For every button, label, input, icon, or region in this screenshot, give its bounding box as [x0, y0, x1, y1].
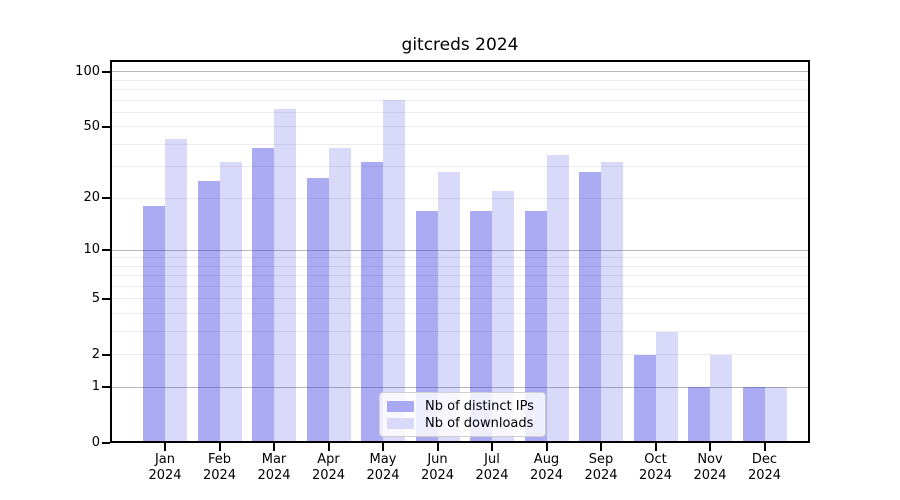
bar-downloads-may: [383, 100, 405, 443]
y-tick-label: 0: [91, 435, 100, 450]
y-tick: [102, 386, 110, 389]
gridline-major: [110, 386, 810, 388]
y-tick-label: 2: [91, 346, 100, 362]
gridline-minor: [110, 111, 810, 113]
gridline-minor: [110, 166, 810, 168]
x-tick: [327, 443, 330, 451]
gridline-minor: [110, 331, 810, 332]
x-tick: [709, 443, 711, 451]
x-tick: [654, 443, 657, 451]
gridline-minor: [110, 298, 810, 300]
x-tick-label: Apr 2024: [311, 452, 346, 483]
y-tick: [102, 249, 110, 252]
bar-downloads-jul: [492, 190, 514, 443]
gridline-major: [110, 249, 810, 251]
chart-title: gitcreds 2024: [401, 35, 519, 55]
bar-downloads-mar: [274, 108, 296, 443]
bar-downloads-jan: [165, 138, 187, 443]
bar-downloads-nov: [710, 354, 732, 443]
x-tick-label: Mar 2024: [257, 452, 291, 483]
y-tick-label: 100: [75, 63, 100, 79]
gridline-minor: [110, 285, 810, 287]
bar-distinct-ips-nov: [688, 387, 710, 443]
x-tick-label: May 2024: [366, 452, 400, 483]
bar-distinct-ips-apr: [306, 177, 329, 443]
x-tick-label: Oct 2024: [638, 452, 673, 483]
gridline-minor: [110, 354, 810, 356]
bar-downloads-jun: [437, 172, 460, 443]
legend-label-downloads: Nb of downloads: [425, 416, 534, 431]
y-tick: [102, 297, 110, 300]
bar-distinct-ips-jan: [143, 206, 165, 443]
bar-distinct-ips-oct: [633, 354, 656, 443]
y-tick: [102, 353, 110, 356]
x-tick: [545, 443, 548, 451]
gridline-minor: [110, 99, 810, 101]
x-tick-label: Feb 2024: [202, 452, 237, 483]
y-tick-label: 10: [83, 242, 100, 258]
x-tick: [273, 443, 275, 451]
x-tick: [491, 443, 493, 451]
legend-label-distinct-ips: Nb of distinct IPs: [425, 399, 534, 414]
gridline-major: [110, 71, 810, 73]
y-tick: [102, 197, 110, 200]
bar-distinct-ips-sep: [579, 172, 601, 443]
gridline-minor: [110, 313, 810, 315]
x-tick: [600, 443, 602, 451]
y-tick: [102, 70, 110, 73]
x-tick-label: Jan 2024: [148, 452, 182, 483]
bar-distinct-ips-may: [361, 161, 383, 443]
bar-downloads-apr: [328, 148, 351, 443]
x-tick: [436, 443, 439, 451]
bar-distinct-ips-aug: [524, 210, 547, 443]
gridline-minor: [110, 143, 810, 145]
bar-distinct-ips-jun: [415, 210, 438, 443]
x-tick: [218, 443, 221, 451]
gridline-minor: [110, 79, 810, 81]
legend-swatch-distinct-ips: [387, 401, 414, 412]
y-tick: [102, 442, 110, 444]
legend-item: Nb of downloads: [387, 416, 536, 431]
legend: Nb of distinct IPs Nb of downloads: [379, 392, 546, 437]
legend-swatch-downloads: [387, 418, 414, 429]
bar-downloads-sep: [601, 161, 623, 443]
y-tick-label: 50: [83, 118, 100, 134]
legend-item: Nb of distinct IPs: [387, 399, 536, 414]
x-tick: [763, 443, 766, 451]
bar-downloads-aug: [546, 154, 569, 443]
x-tick: [164, 443, 166, 451]
y-tick-label: 1: [91, 379, 100, 395]
bar-downloads-dec: [764, 387, 787, 443]
bar-downloads-oct: [655, 331, 678, 443]
bar-distinct-ips-feb: [197, 180, 220, 443]
y-tick: [102, 125, 110, 128]
x-tick: [382, 443, 384, 451]
gridline-minor: [110, 197, 810, 199]
bar-distinct-ips-dec: [742, 387, 765, 443]
x-tick-label: Jul 2024: [475, 452, 509, 483]
x-tick-label: Aug 2024: [529, 452, 564, 483]
x-tick-label: Nov 2024: [693, 452, 727, 483]
bar-distinct-ips-jul: [470, 210, 492, 443]
y-tick-label: 5: [91, 290, 100, 306]
y-tick-label: 20: [83, 190, 100, 206]
bar-downloads-feb: [219, 161, 242, 443]
gridline-minor: [110, 275, 810, 277]
gridline-minor: [110, 89, 810, 91]
gridline-minor: [110, 257, 810, 259]
plot-area: 100 50 20 10 5 2 1 0 Jan 2024 Feb 2024 Mar 2024 Apr 202…: [75, 60, 810, 483]
x-tick-label: Sep 2024: [584, 452, 618, 483]
x-tick-label: Jun 2024: [420, 452, 455, 483]
bar-distinct-ips-mar: [252, 148, 274, 443]
gridline-minor: [110, 265, 810, 267]
gridline-minor: [110, 126, 810, 128]
x-tick-label: Dec 2024: [747, 452, 782, 483]
